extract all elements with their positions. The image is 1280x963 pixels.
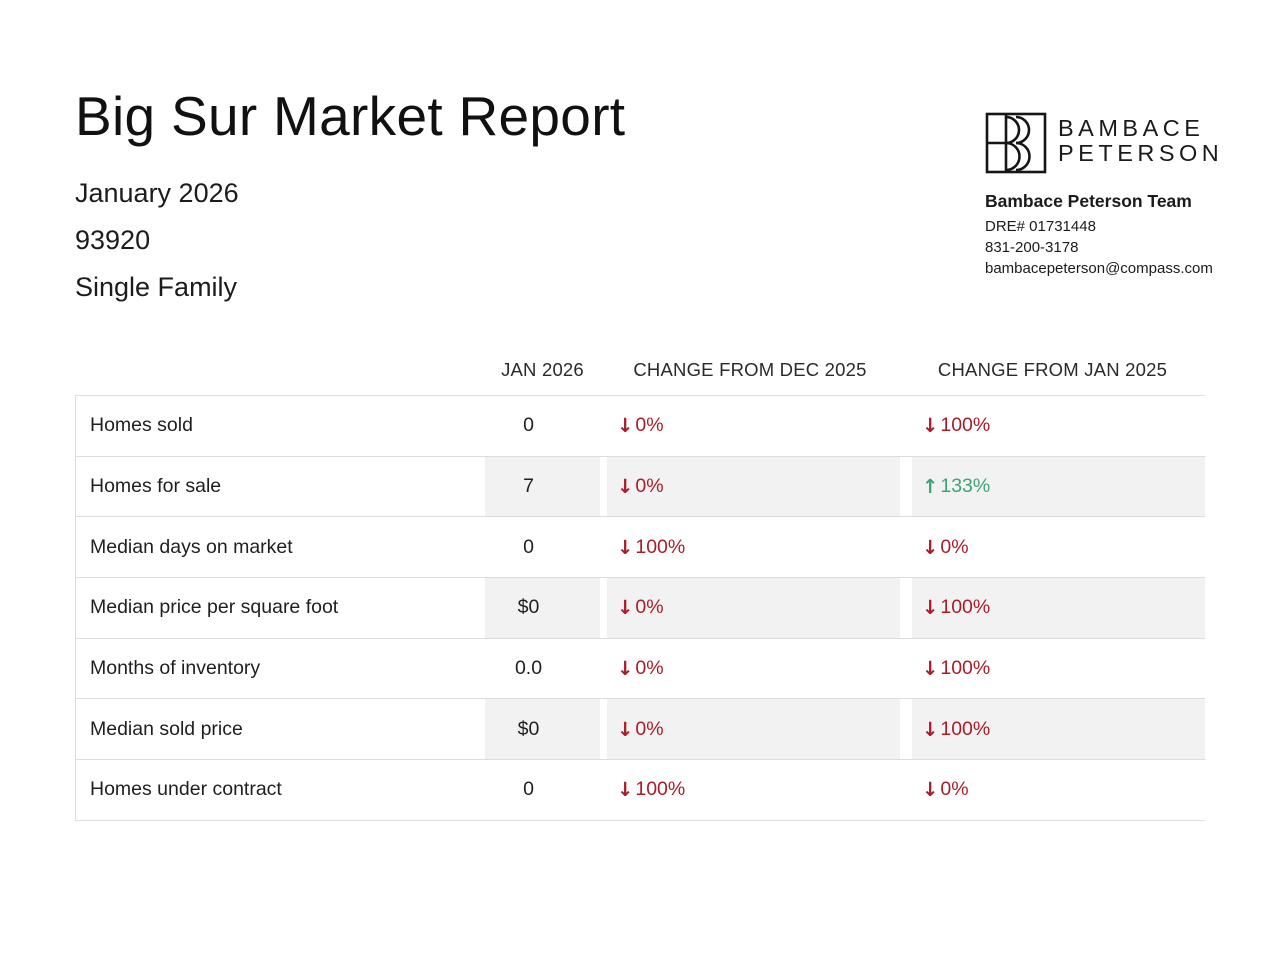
change-from-dec-value: ↓ 0% [600,699,900,760]
down-arrow-icon: ↓ [617,778,634,802]
change-from-jan-value: ↓ 100% [900,699,1205,760]
down-arrow-icon: ↓ [922,535,939,559]
down-arrow-icon: ↓ [617,475,634,499]
table-row: Median days on market 0 ↓ 100% ↓ 0% [76,516,1205,578]
change-from-dec-value: ↓ 0% [600,638,900,699]
change-from-jan-value: ↓ 0% [900,760,1205,820]
change-from-dec-value: ↓ 100% [600,517,900,578]
team-name: Bambace Peterson Team [985,191,1192,211]
page-title: Big Sur Market Report [75,85,626,147]
bambace-peterson-monogram-icon [985,112,1047,174]
phone-number: 831-200-3178 [985,239,1079,256]
metric-value: 7 [485,456,600,517]
metric-label: Median price per square foot [90,596,339,619]
brand-block: BAMBACE PETERSON Bambace Peterson Team D… [985,112,1245,279]
down-arrow-icon: ↓ [922,717,939,741]
metric-label: Homes sold [90,414,193,437]
table-header-row: JAN 2026 CHANGE FROM DEC 2025 CHANGE FRO… [75,340,1205,395]
metric-value: 0 [523,778,534,801]
change-from-jan-value: ↓ 100% [900,638,1205,699]
change-from-jan-value: ↓ 100% [900,578,1205,638]
table-row: Homes for sale 7 ↓ 0% ↑ 133% [76,455,1205,517]
down-arrow-icon: ↓ [922,657,939,681]
down-arrow-icon: ↓ [617,596,634,620]
table-row: Median price per square foot $0 ↓ 0% ↓ 100… [76,577,1205,638]
report-zip-code: 93920 [75,225,151,255]
metric-label: Median sold price [90,717,243,740]
metric-label: Months of inventory [90,657,261,680]
down-arrow-icon: ↓ [922,778,939,802]
header-change-from-jan-2025: CHANGE FROM JAN 2025 [937,359,1168,380]
market-stats-table: JAN 2026 CHANGE FROM DEC 2025 CHANGE FRO… [75,340,1205,821]
email-address: bambacepeterson@compass.com [985,260,1213,277]
down-arrow-icon: ↓ [617,535,634,559]
header-metric [75,381,485,395]
table-row: Homes under contract 0 ↓ 100% ↓ 0% [76,759,1205,820]
change-from-dec-value: ↓ 0% [600,456,900,517]
table-row: Median sold price $0 ↓ 0% ↓ 100% [76,698,1205,760]
metric-value: 0 [523,535,534,558]
report-period: January 2026 [75,178,239,208]
down-arrow-icon: ↓ [617,657,634,681]
table-row: Months of inventory 0.0 ↓ 0% ↓ 100% [76,637,1205,699]
brand-wordmark: BAMBACE PETERSON [1058,116,1223,166]
metric-label: Homes under contract [90,778,282,801]
down-arrow-icon: ↓ [617,414,634,438]
change-from-dec-value: ↓ 100% [600,760,900,820]
dre-number: DRE# 01731448 [985,218,1096,235]
metric-value: $0 [485,578,600,638]
header-change-from-dec-2025: CHANGE FROM DEC 2025 [633,359,867,380]
table-row: Homes sold 0 ↓ 0% ↓ 100% [76,395,1205,456]
change-from-dec-value: ↓ 0% [600,396,900,456]
metric-label: Median days on market [90,535,293,558]
metric-value: 0.0 [514,657,543,680]
table-body: Homes sold 0 ↓ 0% ↓ 100% Homes for sale 7 … [75,395,1205,821]
down-arrow-icon: ↓ [617,717,634,741]
metric-label: Homes for sale [90,475,222,498]
down-arrow-icon: ↓ [922,596,939,620]
up-arrow-icon: ↑ [922,475,939,499]
header-jan-2026: JAN 2026 [501,359,584,380]
change-from-dec-value: ↓ 0% [600,578,900,638]
change-from-jan-value: ↓ 0% [900,517,1205,578]
brand-wordmark-line2: PETERSON [1058,139,1224,166]
metric-value: $0 [485,699,600,760]
report-header: Big Sur Market Report January 2026 93920… [75,84,625,311]
contact-block: Bambace Peterson Team DRE# 01731448 831-… [985,191,1245,279]
report-property-type: Single Family [75,272,238,302]
down-arrow-icon: ↓ [922,414,939,438]
change-from-jan-value: ↑ 133% [900,456,1205,517]
metric-value: 0 [523,414,534,437]
brand-wordmark-line1: BAMBACE [1058,115,1205,141]
bambace-peterson-logo: BAMBACE PETERSON [985,112,1245,174]
change-from-jan-value: ↓ 100% [900,396,1205,456]
report-subtitles: January 2026 93920 Single Family [75,170,625,311]
